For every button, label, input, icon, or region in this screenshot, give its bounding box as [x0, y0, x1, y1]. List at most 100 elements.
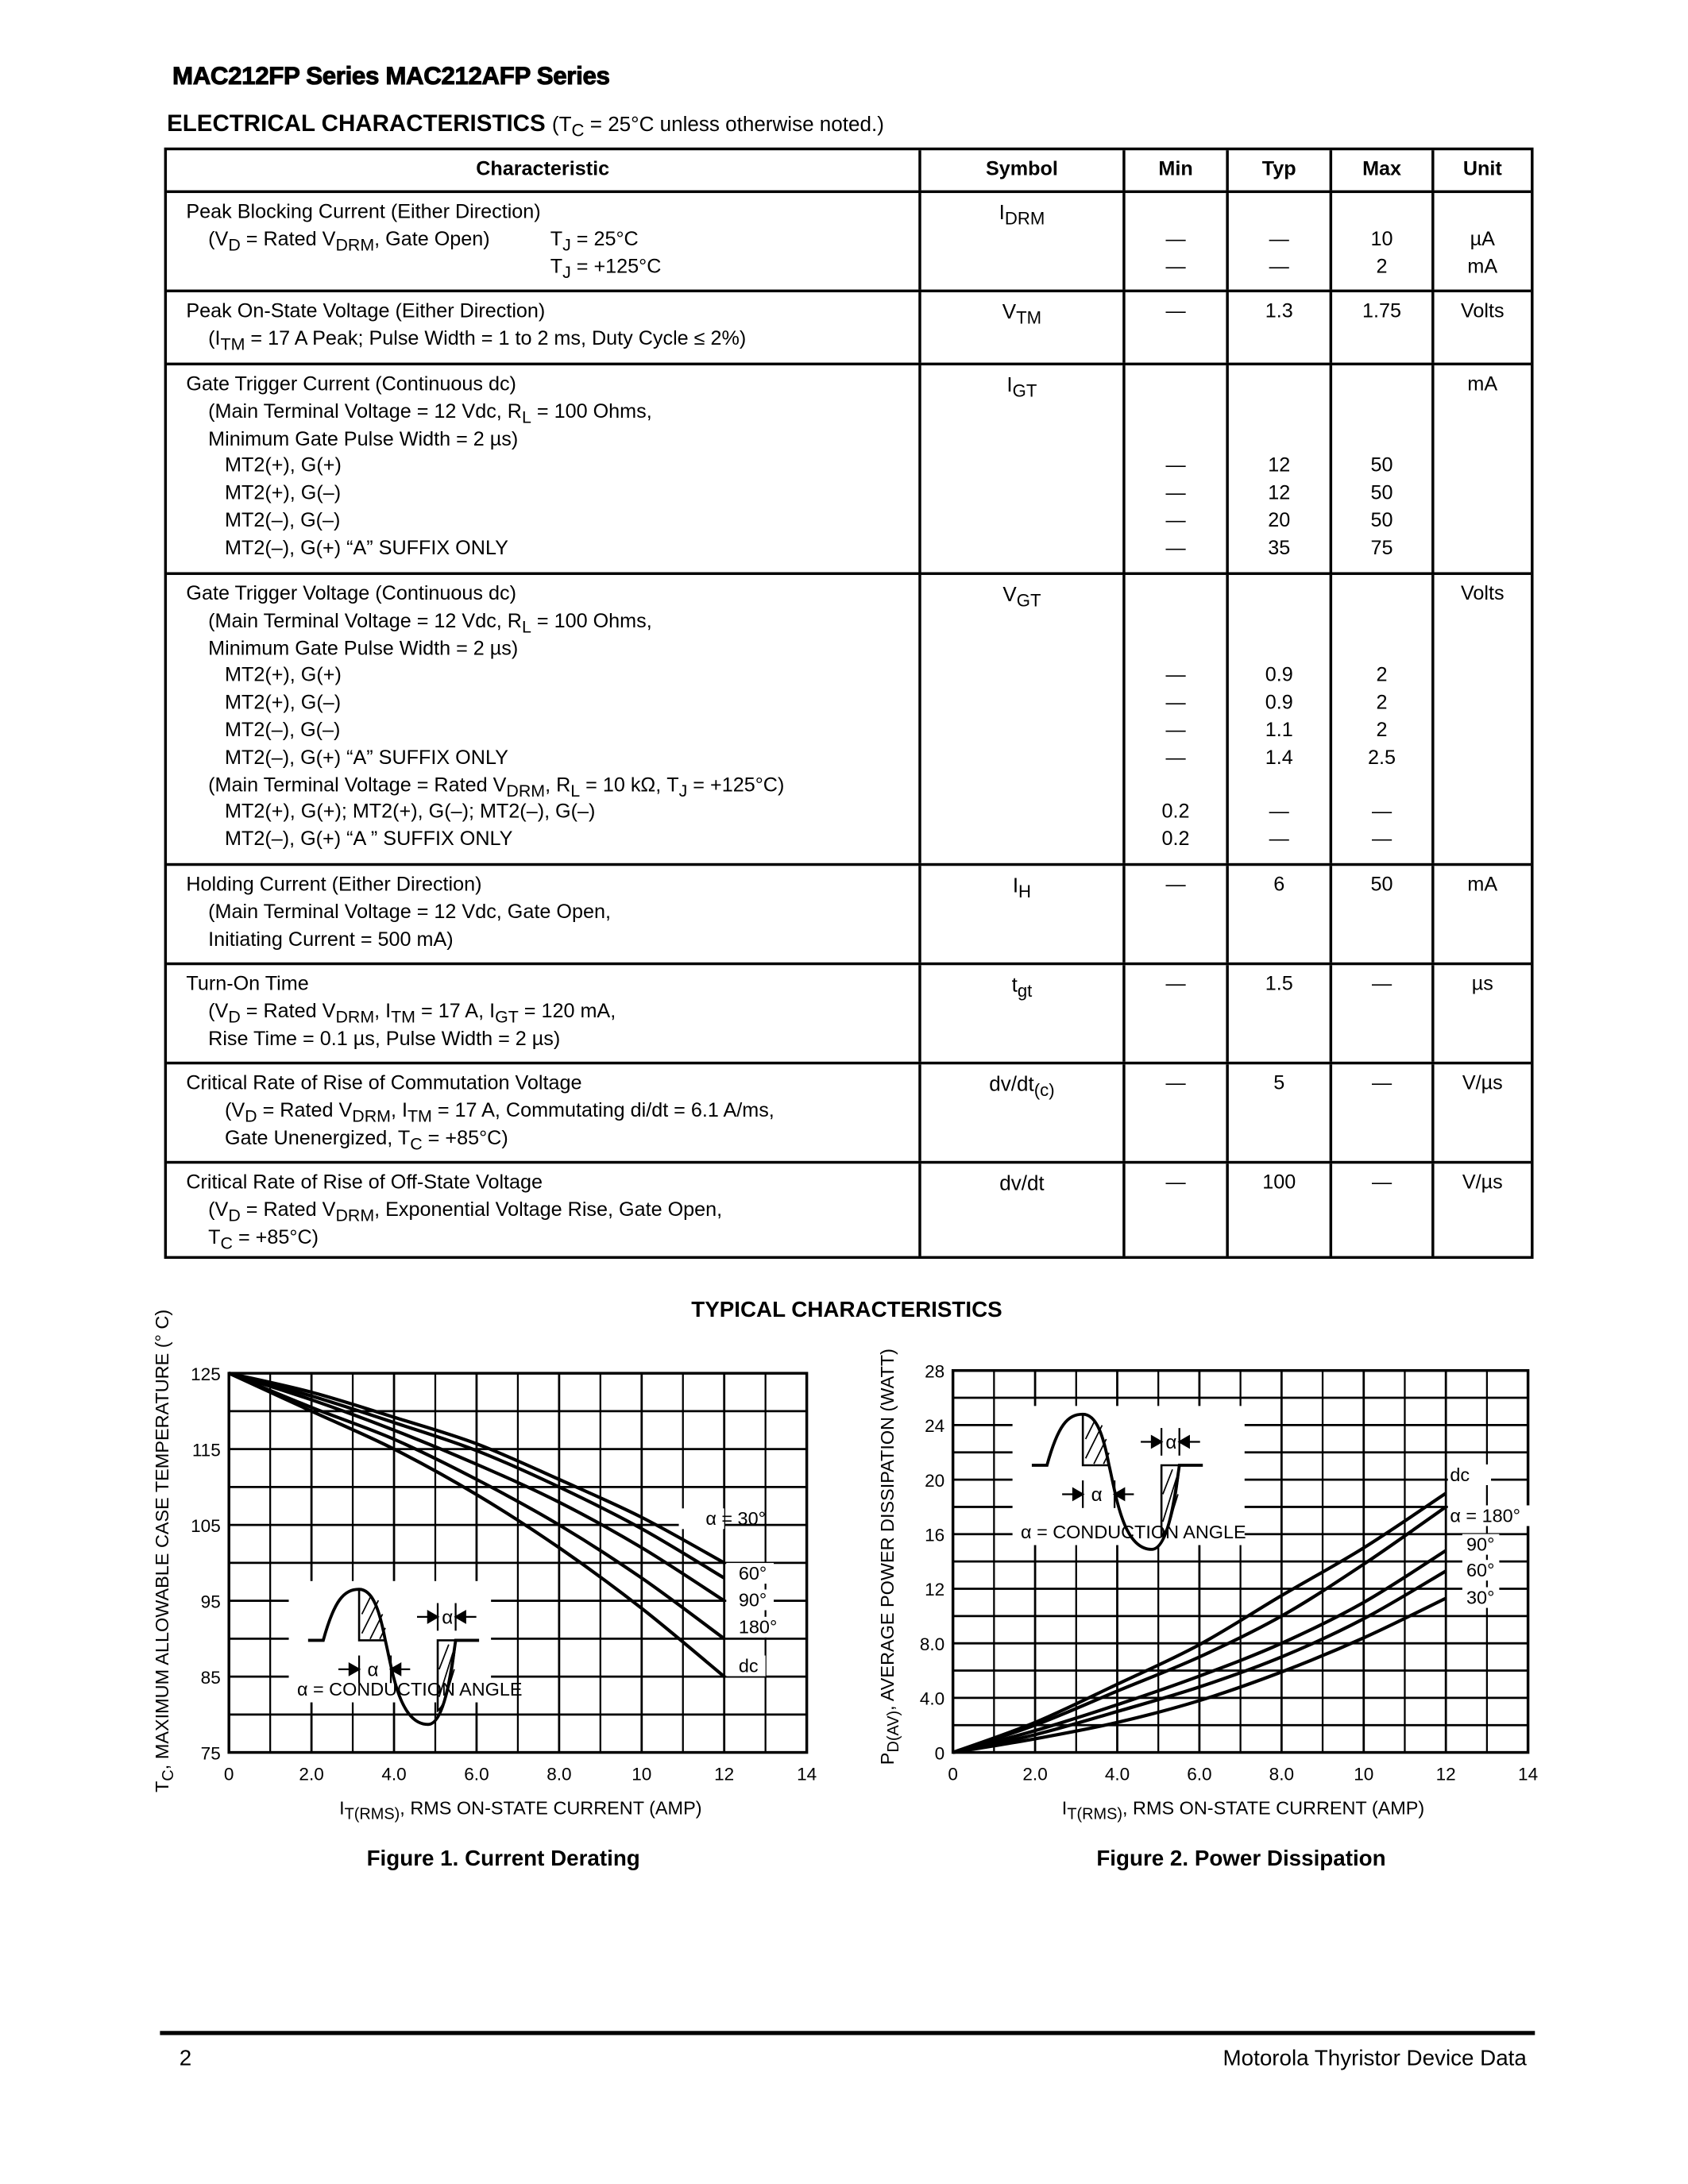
- typ-cell: 100: [1226, 1163, 1329, 1256]
- unit-cell: µs: [1431, 965, 1531, 1062]
- y-tick-label: 12: [925, 1580, 944, 1599]
- document-title: MAC212FP Series MAC212AFP Series: [172, 62, 610, 91]
- alpha-symbol: α: [442, 1607, 453, 1629]
- x-tick-label: 2.0: [299, 1764, 323, 1784]
- conduction-angle-waveform-icon: αα: [1031, 1412, 1203, 1551]
- series-label-background: [726, 1655, 766, 1677]
- shaded-positive: [1081, 1413, 1111, 1467]
- x-tick-label: 4.0: [1105, 1764, 1130, 1784]
- series-label: α = 180°: [1450, 1505, 1520, 1526]
- series-line-dc: [228, 1372, 726, 1678]
- characteristic-line: MT2(–), G(–): [224, 510, 341, 533]
- y-tick-label: 24: [925, 1416, 944, 1436]
- table-row: Peak Blocking Current (Either Direction)…: [167, 190, 1532, 290]
- characteristic-line: (Main Terminal Voltage = Rated VDRM, RL …: [208, 774, 785, 801]
- condition-text: TJ = 25°C: [550, 228, 639, 255]
- characteristic-cell: Peak Blocking Current (Either Direction)…: [167, 193, 918, 290]
- symbol-cell: IH: [918, 866, 1122, 963]
- alpha-symbol: α: [1091, 1484, 1103, 1506]
- y-tick-label: 0: [935, 1743, 945, 1763]
- characteristic-line: MT2(+), G(+); MT2(+), G(–); MT2(–), G(–): [224, 801, 596, 824]
- condition-text: TJ = +125°C: [550, 256, 662, 282]
- fig1-x-axis-label: IT(RMS), RMS ON-STATE CURRENT (AMP): [339, 1797, 702, 1823]
- series-label: dc: [1450, 1464, 1470, 1485]
- x-tick-label: 0: [948, 1764, 958, 1784]
- table-row: Holding Current (Either Direction) (Main …: [167, 862, 1532, 963]
- column-header: Max: [1329, 150, 1431, 191]
- characteristic-line: MT2(–), G(+) “A” SUFFIX ONLY: [224, 537, 508, 560]
- series-label-background: [1462, 1587, 1500, 1608]
- characteristic-line: (VD = Rated VDRM, Gate Open) TJ = 25°C: [208, 228, 639, 255]
- x-tick-label: 14: [797, 1764, 817, 1784]
- x-tick-label: 8.0: [547, 1764, 571, 1784]
- characteristic-line: TC = +85°C): [208, 1226, 319, 1252]
- table-body: Peak Blocking Current (Either Direction)…: [167, 190, 1532, 1256]
- shaded-positive: [357, 1588, 387, 1642]
- x-tick-label: 4.0: [381, 1764, 406, 1784]
- characteristic-cell: Turn-On Time (VD = Rated VDRM, ITM = 17 A…: [167, 965, 918, 1062]
- series-line-60: [952, 1569, 1447, 1754]
- series-line-60: [228, 1372, 725, 1580]
- characteristic-line: Initiating Current = 500 mA): [208, 928, 454, 951]
- table-row: Peak On-State Voltage (Either Direction)…: [167, 289, 1532, 363]
- x-tick-label: 8.0: [1269, 1764, 1294, 1784]
- characteristic-line: (Main Terminal Voltage = 12 Vdc, RL = 10…: [208, 610, 652, 637]
- series-line-180: [228, 1372, 725, 1641]
- series-label: dc: [739, 1655, 759, 1676]
- series-line-180: [952, 1505, 1447, 1754]
- max-cell: —: [1329, 1163, 1431, 1256]
- x-tick-label: 6.0: [464, 1764, 489, 1784]
- series-label: 60°: [1466, 1560, 1494, 1580]
- series-label: 180°: [739, 1617, 777, 1638]
- characteristic-line: (ITM = 17 A Peak; Pulse Width = 1 to 2 m…: [208, 327, 747, 354]
- alpha-symbol: α: [1165, 1432, 1176, 1453]
- x-tick-label: 12: [714, 1764, 734, 1784]
- characteristic-line: MT2(+), G(+): [224, 455, 342, 478]
- min-cell: —: [1122, 1064, 1226, 1161]
- characteristic-line: Critical Rate of Rise of Off-State Volta…: [186, 1171, 543, 1194]
- characteristic-line: Rise Time = 0.1 µs, Pulse Width = 2 µs): [208, 1028, 561, 1051]
- unit-cell: mA: [1431, 866, 1531, 963]
- hatch-lines: [361, 1594, 386, 1640]
- y-tick-label: 105: [191, 1516, 221, 1536]
- characteristic-cell: Critical Rate of Rise of Commutation Vol…: [167, 1064, 918, 1161]
- characteristic-line: MT2(+), G(–): [224, 692, 342, 715]
- series-label-background: [726, 1616, 785, 1638]
- y-tick-label: 125: [191, 1364, 221, 1384]
- characteristic-line: (VD = Rated VDRM, ITM = 17 A, IGT = 120 …: [208, 1001, 616, 1027]
- x-tick-label: 12: [1436, 1764, 1456, 1784]
- plot-border: [227, 1372, 809, 1754]
- y-tick-label: 20: [925, 1471, 944, 1491]
- plot-border: [951, 1368, 1530, 1754]
- column-header: Unit: [1431, 150, 1531, 191]
- characteristic-line: MT2(–), G(+) “A” SUFFIX ONLY: [224, 747, 508, 770]
- typical-characteristics-title: TYPICAL CHARACTERISTICS: [691, 1298, 1002, 1322]
- characteristic-line: (Main Terminal Voltage = 12 Vdc, Gate Op…: [208, 901, 611, 924]
- max-cell: —: [1329, 965, 1431, 1062]
- alpha-arrows: [1141, 1434, 1200, 1449]
- min-cell: —: [1122, 292, 1226, 363]
- symbol-cell: IGT: [918, 365, 1122, 573]
- series-label-background: [1462, 1560, 1500, 1581]
- unit-cell: Volts: [1431, 574, 1531, 863]
- figure-2-caption: Figure 2. Power Dissipation: [1096, 1847, 1386, 1871]
- max-cell: 10 2: [1329, 193, 1431, 290]
- series-label-background: [1447, 1464, 1492, 1486]
- characteristic-line: MT2(–), G(+) “A ” SUFFIX ONLY: [224, 828, 513, 851]
- typ-cell: — —: [1226, 193, 1329, 290]
- min-cell: —: [1122, 866, 1226, 963]
- characteristic-line: Gate Unenergized, TC = +85°C): [224, 1127, 508, 1153]
- characteristic-line: MT2(–), G(–): [224, 720, 341, 742]
- characteristic-line: Minimum Gate Pulse Width = 2 µs): [208, 638, 519, 660]
- y-tick-label: 115: [192, 1440, 221, 1460]
- section-note: (TC = 25°C unless otherwise noted.): [551, 113, 884, 141]
- y-tick-label: 75: [201, 1743, 221, 1763]
- characteristic-line: Holding Current (Either Direction): [186, 874, 482, 897]
- symbol-cell: tgt: [918, 965, 1122, 1062]
- characteristic-line: Turn-On Time: [186, 973, 309, 996]
- footer-divider: [160, 2031, 1535, 2035]
- symbol-cell: dv/dt(c): [918, 1064, 1122, 1161]
- max-cell: —: [1329, 1064, 1431, 1161]
- series-label-background: [726, 1589, 774, 1611]
